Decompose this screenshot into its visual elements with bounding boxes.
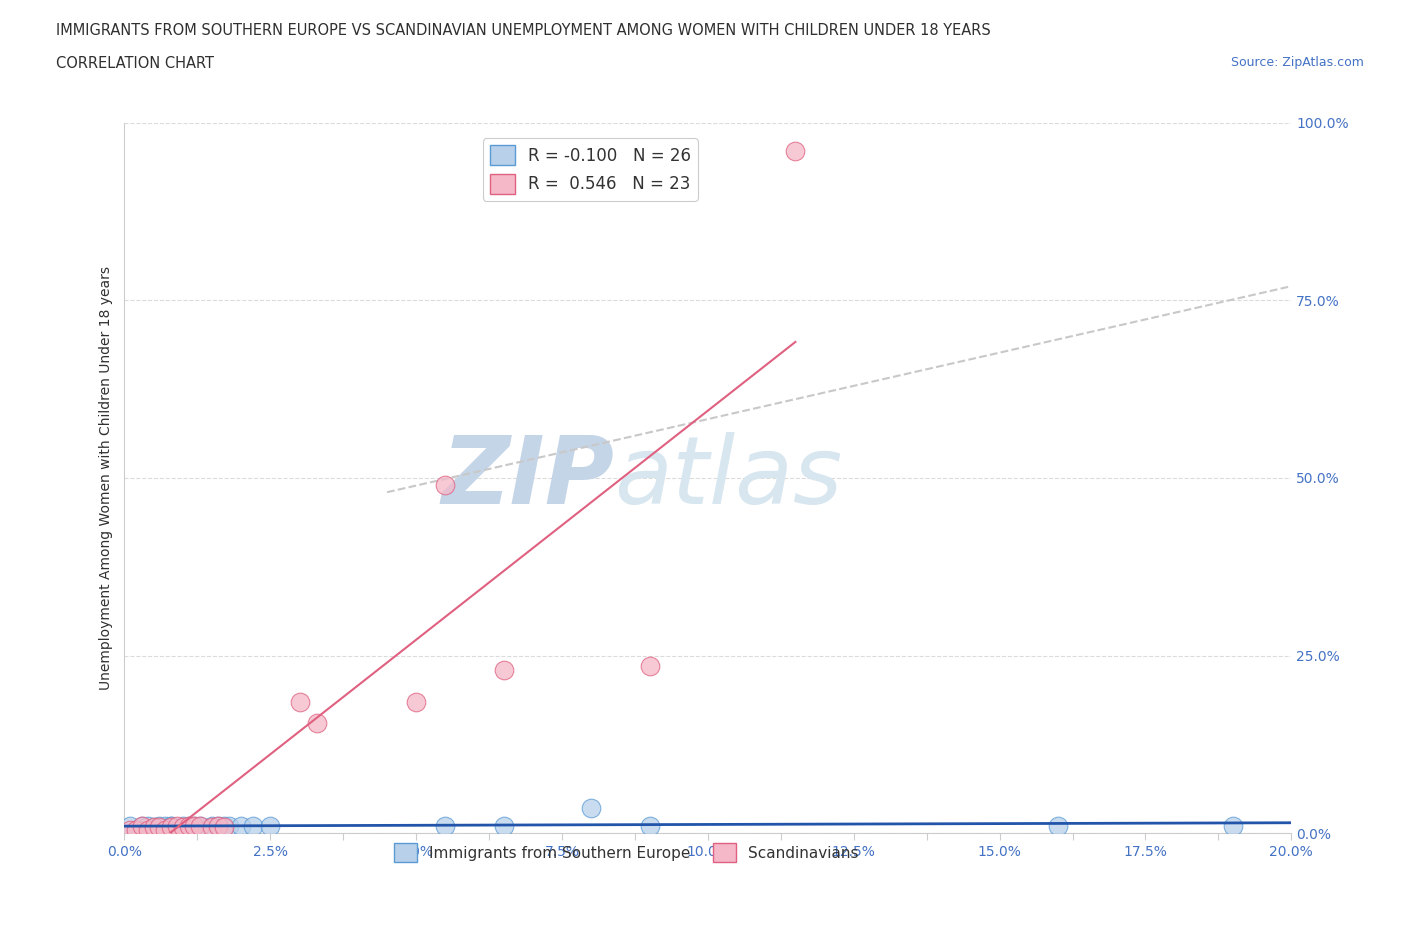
Point bbox=[172, 818, 194, 833]
Point bbox=[125, 822, 148, 837]
Text: Source: ZipAtlas.com: Source: ZipAtlas.com bbox=[1230, 56, 1364, 69]
Point bbox=[131, 818, 153, 833]
Point bbox=[242, 818, 264, 833]
Point bbox=[177, 818, 200, 833]
Point bbox=[188, 818, 211, 833]
Point bbox=[207, 818, 229, 833]
Point bbox=[434, 818, 457, 833]
Point bbox=[207, 818, 229, 833]
Point bbox=[142, 820, 165, 835]
Text: IMMIGRANTS FROM SOUTHERN EUROPE VS SCANDINAVIAN UNEMPLOYMENT AMONG WOMEN WITH CH: IMMIGRANTS FROM SOUTHERN EUROPE VS SCAND… bbox=[56, 23, 991, 38]
Point bbox=[188, 818, 211, 833]
Point bbox=[155, 818, 177, 833]
Point bbox=[259, 818, 281, 833]
Point bbox=[405, 695, 427, 710]
Point bbox=[120, 818, 142, 833]
Point bbox=[136, 822, 159, 837]
Point bbox=[172, 820, 194, 835]
Point bbox=[155, 822, 177, 837]
Legend: Immigrants from Southern Europe, Scandinavians: Immigrants from Southern Europe, Scandin… bbox=[388, 837, 865, 869]
Point bbox=[160, 818, 183, 833]
Point bbox=[1046, 818, 1069, 833]
Point bbox=[125, 822, 148, 837]
Point bbox=[492, 818, 515, 833]
Point bbox=[183, 818, 205, 833]
Point bbox=[288, 695, 311, 710]
Point bbox=[1222, 818, 1244, 833]
Text: ZIP: ZIP bbox=[441, 432, 614, 524]
Point bbox=[785, 144, 807, 159]
Text: CORRELATION CHART: CORRELATION CHART bbox=[56, 56, 214, 71]
Point bbox=[131, 818, 153, 833]
Point bbox=[120, 822, 142, 837]
Point bbox=[201, 818, 224, 833]
Point bbox=[579, 801, 602, 816]
Point bbox=[166, 818, 188, 833]
Point bbox=[212, 820, 235, 835]
Text: atlas: atlas bbox=[614, 432, 842, 524]
Point bbox=[638, 818, 661, 833]
Point bbox=[160, 820, 183, 835]
Point bbox=[148, 818, 170, 833]
Point bbox=[160, 818, 183, 833]
Point bbox=[434, 478, 457, 493]
Point bbox=[218, 818, 240, 833]
Point bbox=[201, 820, 224, 835]
Point bbox=[638, 658, 661, 673]
Point bbox=[142, 820, 165, 835]
Point bbox=[492, 662, 515, 677]
Point bbox=[148, 820, 170, 835]
Point bbox=[136, 818, 159, 833]
Point bbox=[305, 715, 328, 730]
Point bbox=[183, 818, 205, 833]
Y-axis label: Unemployment Among Women with Children Under 18 years: Unemployment Among Women with Children U… bbox=[100, 266, 114, 690]
Point bbox=[231, 818, 253, 833]
Point bbox=[212, 818, 235, 833]
Point bbox=[177, 818, 200, 833]
